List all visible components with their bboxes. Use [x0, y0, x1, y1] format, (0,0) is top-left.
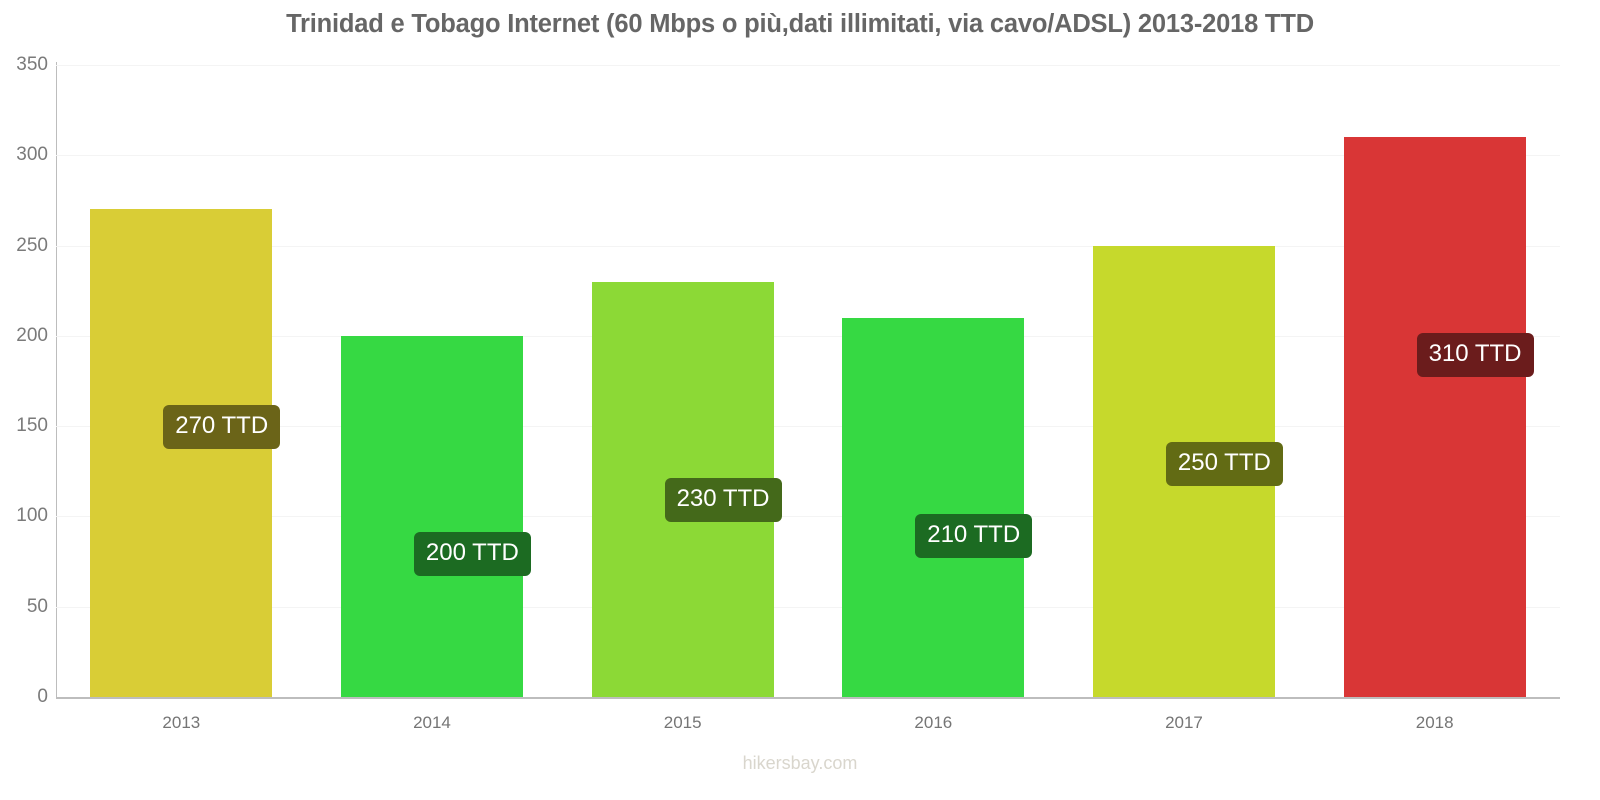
bar[interactable]: 200 TTD: [341, 335, 531, 697]
x-axis-line: [56, 697, 1560, 699]
gridline: [56, 155, 1560, 157]
bar-value-label: 270 TTD: [163, 405, 281, 450]
bar[interactable]: 270 TTD: [90, 209, 281, 697]
bar[interactable]: 210 TTD: [842, 317, 1033, 697]
chart-title: Trinidad e Tobago Internet (60 Mbps o pi…: [286, 10, 1314, 38]
gridline: [56, 245, 1560, 247]
bar-value-label: 250 TTD: [1165, 441, 1283, 486]
y-axis-tick-label: 0: [37, 686, 48, 707]
x-axis-tick-label: 2016: [914, 713, 953, 732]
gridline: [56, 606, 1560, 608]
y-axis-tick-label: 350: [16, 54, 48, 75]
y-axis-tick-label: 50: [26, 595, 48, 617]
bar-value-label: 210 TTD: [915, 513, 1033, 558]
bar-value-label: 230 TTD: [664, 477, 782, 522]
bar[interactable]: 230 TTD: [591, 281, 782, 697]
plot-area: 270 TTD 200 TTD 230 TTD 210 TTD 250 TTD 310 T…: [56, 65, 1560, 697]
y-axis-tick-label: 150: [16, 415, 48, 437]
bar[interactable]: 250 TTD: [1093, 245, 1283, 697]
y-axis-tick-label: 200: [16, 324, 48, 346]
bar-value-label: 200 TTD: [413, 531, 531, 576]
x-axis-tick-label: 2014: [413, 713, 451, 732]
gridline: [56, 426, 1560, 428]
footer-credit: hikersbay.com: [742, 753, 858, 773]
x-axis-tick-label: 2018: [1415, 713, 1454, 732]
bar[interactable]: 310 TTD: [1343, 137, 1534, 697]
y-axis-line: [56, 62, 57, 699]
y-axis-tick-label: 250: [16, 234, 48, 256]
x-axis-tick-label: 2017: [1165, 713, 1203, 732]
gridline: [56, 516, 1560, 518]
x-axis-tick-label: 2015: [663, 713, 702, 732]
gridline: [56, 65, 1560, 66]
y-axis-tick-label: 100: [16, 505, 48, 527]
y-axis-tick-label: 300: [16, 144, 48, 166]
bar-value-label: 310 TTD: [1416, 333, 1534, 378]
x-axis-tick-label: 2013: [162, 713, 201, 732]
gridline: [56, 335, 1560, 337]
